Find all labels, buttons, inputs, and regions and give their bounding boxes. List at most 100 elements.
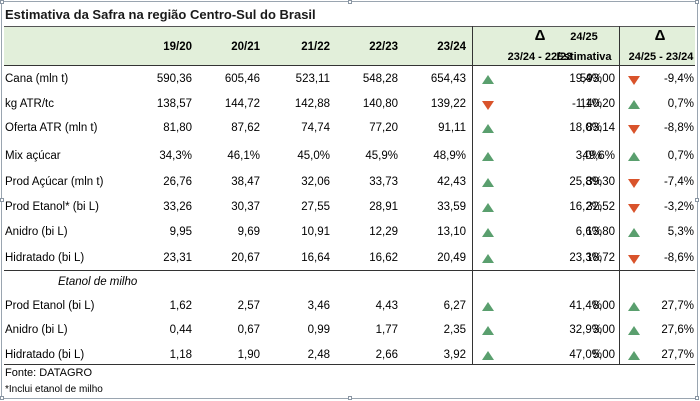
estimate-value: 49,6%: [582, 150, 615, 162]
header-year: 19/20: [163, 41, 192, 53]
table-cell: 16,62: [369, 252, 398, 264]
table-cell: 33,59: [437, 201, 466, 213]
triangle-up-icon: [482, 178, 494, 187]
table-cell: 590,36: [156, 73, 192, 85]
table-cell: 6,27: [443, 300, 466, 312]
row-label: Prod Etanol (bi L): [5, 300, 95, 312]
delta-value: -3,2%: [663, 201, 694, 213]
table-cell: 13,10: [437, 226, 466, 238]
footnote: *Inclui etanol de milho: [5, 384, 103, 395]
delta-value: 18,0%: [569, 122, 602, 134]
estimate-value: 140,20: [579, 98, 615, 110]
column-divider: [619, 26, 620, 364]
delta-value: 27,7%: [661, 300, 694, 312]
table-cell: 548,28: [362, 73, 398, 85]
table-cell: 605,46: [224, 73, 260, 85]
resize-handle-tr[interactable]: [695, 0, 699, 4]
header-year: 23/24: [437, 41, 466, 53]
resize-handle-br[interactable]: [695, 396, 699, 400]
table-cell: 30,37: [231, 201, 260, 213]
estimate-value: 18,72: [586, 252, 615, 264]
table-cell: 139,22: [430, 98, 466, 110]
triangle-up-icon: [628, 100, 640, 109]
table-cell: 33,26: [163, 201, 192, 213]
triangle-down-icon: [628, 125, 640, 134]
triangle-down-icon: [628, 204, 640, 213]
delta-value: -8,8%: [663, 122, 694, 134]
table-cell: 3,46: [307, 300, 330, 312]
delta-value: 3,0%: [575, 150, 602, 162]
table-cell: 34,3%: [159, 150, 192, 162]
table-cell: 144,72: [224, 98, 260, 110]
triangle-up-icon: [482, 124, 494, 133]
table-cell: 3,92: [443, 349, 466, 361]
table-cell: 26,76: [163, 176, 192, 188]
table-cell: 23,31: [163, 252, 192, 264]
table-cell: 74,74: [301, 122, 330, 134]
table-cell: 1,90: [237, 349, 260, 361]
table-cell: 4,43: [375, 300, 398, 312]
table-bottom-border: [4, 364, 695, 365]
delta-value: -1,1%: [571, 98, 602, 110]
table-cell: 142,88: [294, 98, 330, 110]
table-cell: 28,91: [369, 201, 398, 213]
estimate-value: 8,00: [592, 300, 615, 312]
row-label: Prod Etanol* (bi L): [5, 201, 99, 213]
delta-symbol: Δ: [534, 27, 546, 44]
table-cell: 32,06: [301, 176, 330, 188]
table-cell: 654,43: [430, 73, 466, 85]
table-cell: 87,62: [231, 122, 260, 134]
row-label: Mix açúcar: [5, 150, 61, 162]
table-cell: 16,64: [301, 252, 330, 264]
triangle-up-icon: [482, 228, 494, 237]
triangle-up-icon: [628, 152, 640, 161]
table-cell: 12,29: [369, 226, 398, 238]
estimate-label: Estimativa: [556, 51, 612, 63]
table-cell: 1,77: [375, 324, 398, 336]
triangle-up-icon: [482, 351, 494, 360]
delta-value: 47,0%: [569, 349, 602, 361]
estimate-value: 32,52: [586, 201, 615, 213]
table-cell: 9,95: [169, 226, 192, 238]
source-note: Fonte: DATAGRO: [5, 367, 93, 379]
table-cell: 1,62: [169, 300, 192, 312]
resize-handle-ml[interactable]: [0, 198, 4, 202]
delta-value: 32,9%: [569, 324, 602, 336]
table-cell: 2,57: [237, 300, 260, 312]
header-year: 20/21: [231, 41, 260, 53]
table-cell: 20,67: [231, 252, 260, 264]
resize-handle-bl[interactable]: [0, 396, 4, 400]
delta-value: 0,7%: [667, 150, 694, 162]
table-cell: 2,48: [307, 349, 330, 361]
row-label: Hidratado (bi L): [5, 349, 85, 361]
triangle-down-icon: [628, 76, 640, 85]
table-cell: 0,44: [169, 324, 192, 336]
row-label: Prod Açúcar (mln t): [5, 176, 104, 188]
row-label: Oferta ATR (mln t): [5, 122, 98, 134]
header-year: 21/22: [301, 41, 330, 53]
triangle-up-icon: [482, 152, 494, 161]
delta-value: 0,7%: [667, 98, 694, 110]
table-cell: 2,35: [443, 324, 466, 336]
header-band: [4, 26, 695, 66]
triangle-up-icon: [628, 326, 640, 335]
delta-value: 27,7%: [661, 349, 694, 361]
delta-value: 41,4%: [569, 300, 602, 312]
delta-value: 19,4%: [569, 73, 602, 85]
delta-header-sub: 23/24 - 22/23: [507, 51, 573, 63]
resize-handle-bm[interactable]: [348, 396, 352, 400]
triangle-up-icon: [628, 228, 640, 237]
delta-value: 23,3%: [569, 252, 602, 264]
delta-value: -8,6%: [663, 252, 694, 264]
table-cell: 2,66: [375, 349, 398, 361]
resize-handle-tm[interactable]: [348, 0, 352, 4]
page-title: Estimativa da Safra na região Centro-Sul…: [5, 7, 316, 22]
table-cell: 1,18: [169, 349, 192, 361]
estimate-year: 24/25: [570, 31, 598, 43]
table-cell: 9,69: [237, 226, 260, 238]
resize-handle-tl[interactable]: [0, 0, 4, 4]
row-label: kg ATR/tc: [5, 98, 54, 110]
table-cell: 77,20: [369, 122, 398, 134]
table-cell: 45,9%: [365, 150, 398, 162]
resize-handle-mr[interactable]: [695, 198, 699, 202]
